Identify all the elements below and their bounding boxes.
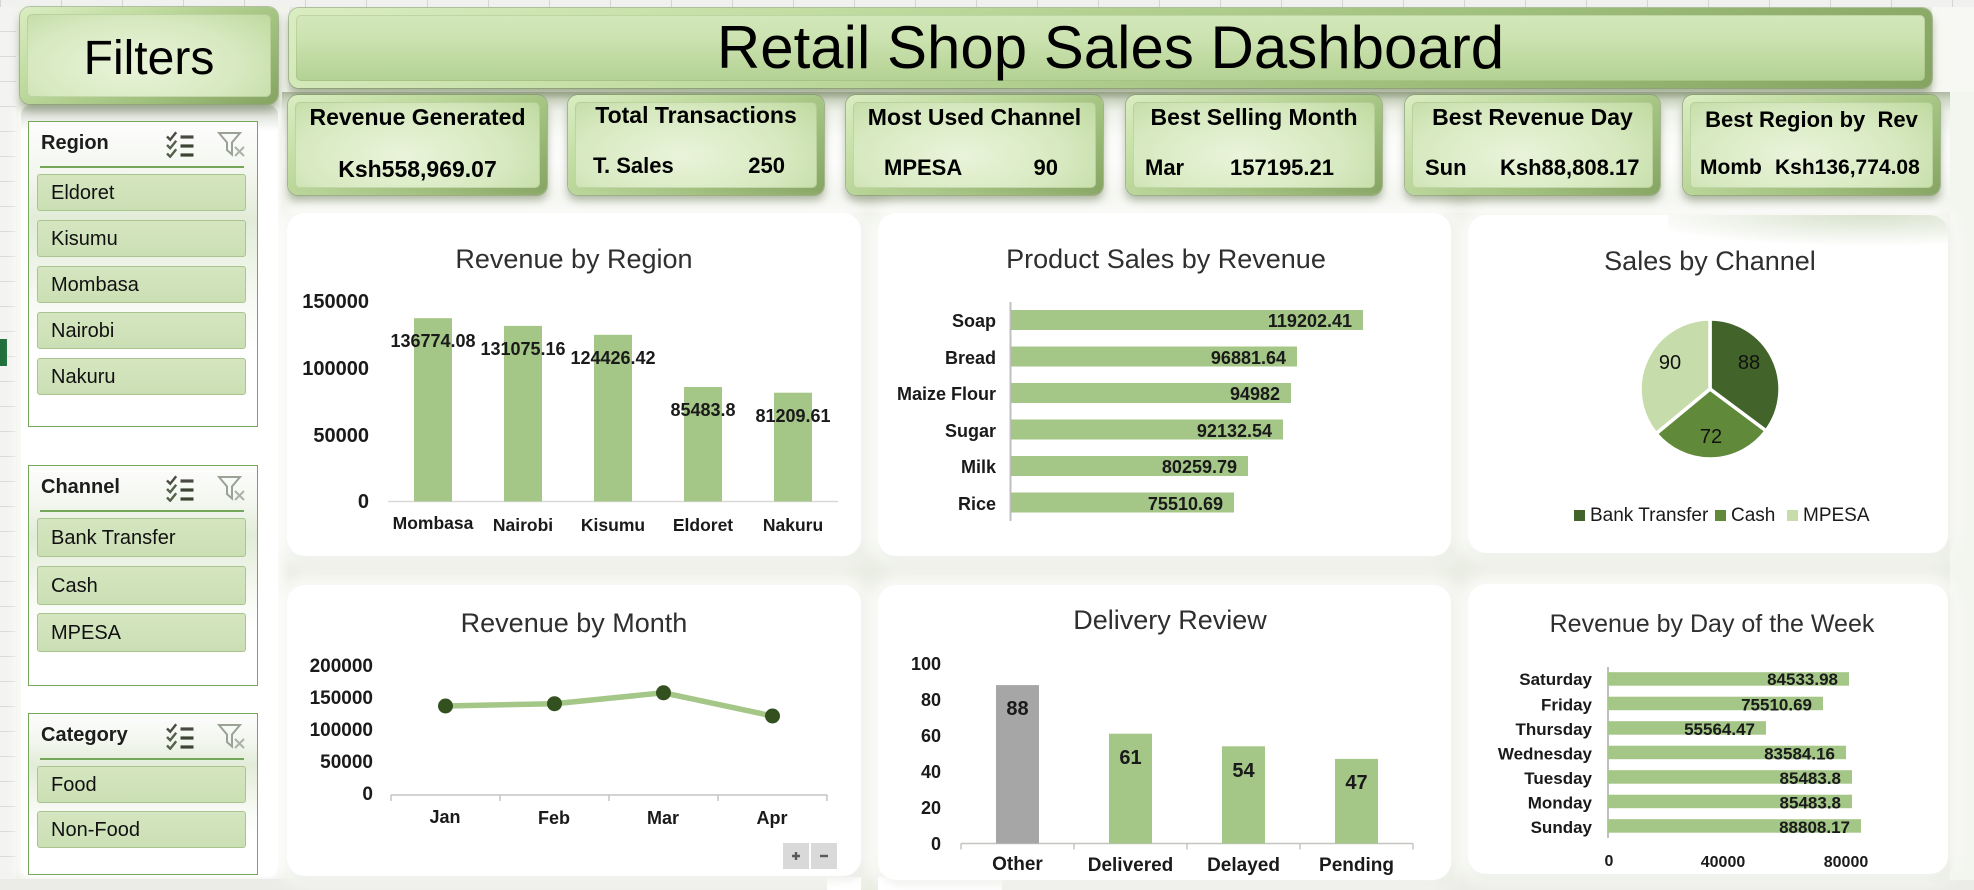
svg-text:Revenue by Day of the Week: Revenue by Day of the Week	[1550, 610, 1875, 638]
svg-text:20: 20	[921, 798, 941, 818]
svg-text:85483.8: 85483.8	[670, 400, 735, 420]
svg-text:Soap: Soap	[952, 311, 996, 331]
svg-text:100: 100	[911, 654, 941, 674]
svg-text:88808.17: 88808.17	[1779, 818, 1850, 837]
svg-text:Milk: Milk	[961, 457, 997, 477]
svg-text:Bank Transfer: Bank Transfer	[1590, 505, 1709, 526]
svg-text:150000: 150000	[302, 291, 369, 313]
svg-text:88: 88	[1738, 352, 1760, 374]
svg-text:Saturday: Saturday	[1519, 670, 1592, 689]
svg-text:Revenue by Region: Revenue by Region	[455, 244, 692, 274]
svg-text:90: 90	[1659, 352, 1681, 374]
svg-text:Feb: Feb	[538, 808, 570, 828]
svg-text:Sugar: Sugar	[945, 421, 996, 441]
svg-text:100000: 100000	[302, 358, 369, 380]
svg-text:200000: 200000	[310, 656, 373, 677]
svg-text:94982: 94982	[1230, 384, 1280, 404]
svg-text:Pending: Pending	[1319, 855, 1394, 876]
svg-text:54: 54	[1232, 760, 1255, 782]
svg-text:Other: Other	[992, 854, 1043, 875]
svg-text:Revenue by Month: Revenue by Month	[461, 608, 688, 638]
svg-text:131075.16: 131075.16	[480, 339, 565, 359]
svg-text:Product Sales by Revenue: Product Sales by Revenue	[1006, 244, 1326, 274]
svg-text:72: 72	[1700, 426, 1722, 448]
svg-text:136774.08: 136774.08	[390, 331, 475, 351]
svg-text:Tuesday: Tuesday	[1524, 769, 1592, 788]
svg-text:0: 0	[931, 834, 941, 854]
svg-text:Mombasa: Mombasa	[393, 513, 474, 533]
svg-text:80000: 80000	[1824, 854, 1869, 871]
svg-text:Nakuru: Nakuru	[763, 515, 823, 535]
svg-text:84533.98: 84533.98	[1767, 670, 1838, 689]
svg-text:Eldoret: Eldoret	[673, 515, 733, 535]
svg-text:Apr: Apr	[757, 808, 788, 828]
svg-text:75510.69: 75510.69	[1148, 494, 1223, 514]
svg-text:47: 47	[1345, 772, 1367, 794]
svg-text:81209.61: 81209.61	[755, 406, 830, 426]
svg-text:55564.47: 55564.47	[1684, 720, 1755, 739]
svg-text:Monday: Monday	[1528, 794, 1593, 813]
svg-text:Cash: Cash	[1731, 505, 1775, 526]
svg-text:Friday: Friday	[1541, 696, 1593, 715]
svg-text:119202.41: 119202.41	[1268, 311, 1352, 331]
svg-text:100000: 100000	[310, 720, 373, 741]
svg-text:75510.69: 75510.69	[1741, 696, 1812, 715]
svg-text:Delivered: Delivered	[1088, 855, 1174, 876]
svg-text:96881.64: 96881.64	[1211, 348, 1286, 368]
svg-text:MPESA: MPESA	[1803, 505, 1870, 526]
svg-text:0: 0	[358, 491, 369, 513]
svg-text:85483.8: 85483.8	[1780, 794, 1841, 813]
svg-text:Delayed: Delayed	[1207, 855, 1280, 876]
svg-text:61: 61	[1119, 747, 1141, 769]
svg-text:80259.79: 80259.79	[1162, 457, 1237, 477]
svg-text:50000: 50000	[313, 425, 369, 447]
svg-text:124426.42: 124426.42	[570, 348, 655, 368]
svg-text:Wednesday: Wednesday	[1498, 745, 1593, 764]
svg-text:80: 80	[921, 690, 941, 710]
svg-text:Nairobi: Nairobi	[493, 515, 553, 535]
svg-text:Mar: Mar	[647, 808, 679, 828]
svg-text:0: 0	[1605, 853, 1614, 870]
svg-text:60: 60	[921, 726, 941, 746]
svg-text:92132.54: 92132.54	[1197, 421, 1272, 441]
svg-text:83584.16: 83584.16	[1764, 745, 1835, 764]
svg-text:Delivery Review: Delivery Review	[1073, 605, 1267, 635]
svg-text:0: 0	[362, 784, 373, 805]
svg-text:150000: 150000	[310, 688, 373, 709]
svg-text:Thursday: Thursday	[1515, 720, 1592, 739]
svg-text:50000: 50000	[320, 752, 373, 773]
svg-text:40: 40	[921, 762, 941, 782]
svg-text:Jan: Jan	[429, 807, 460, 827]
svg-text:Bread: Bread	[945, 348, 996, 368]
svg-text:Maize Flour: Maize Flour	[897, 384, 996, 404]
svg-text:85483.8: 85483.8	[1780, 769, 1841, 788]
svg-text:88: 88	[1006, 698, 1028, 720]
svg-text:Kisumu: Kisumu	[581, 515, 645, 535]
svg-text:Sunday: Sunday	[1531, 818, 1593, 837]
svg-text:Rice: Rice	[958, 494, 996, 514]
svg-text:40000: 40000	[1701, 854, 1746, 871]
